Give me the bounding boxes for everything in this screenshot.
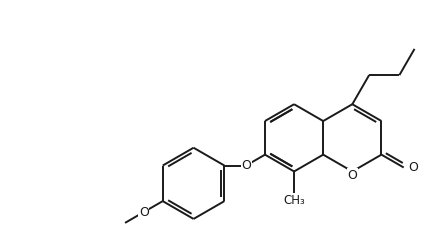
Text: O: O	[348, 169, 357, 182]
Text: O: O	[139, 206, 149, 218]
Text: O: O	[409, 161, 419, 174]
Text: CH₃: CH₃	[283, 194, 305, 207]
Text: O: O	[241, 159, 251, 172]
